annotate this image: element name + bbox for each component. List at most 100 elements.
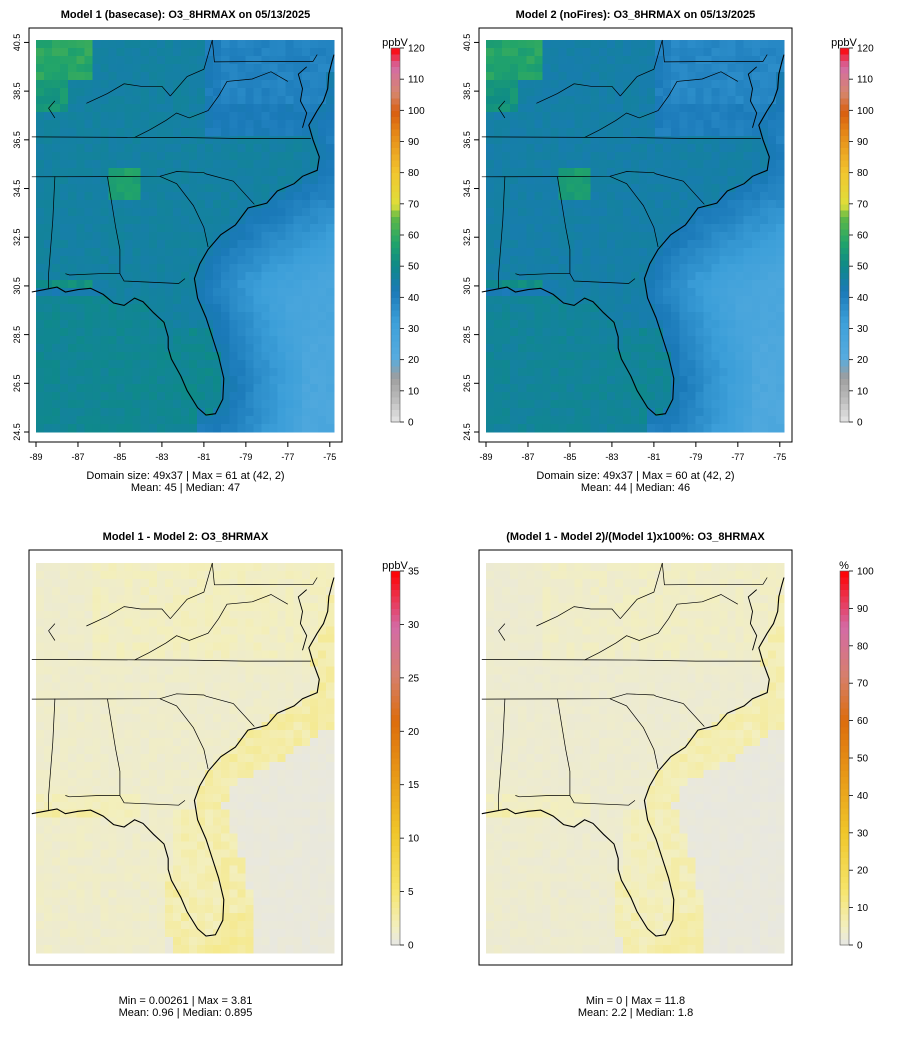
heatmap-cell — [647, 128, 656, 137]
heatmap-cell — [494, 288, 503, 297]
heatmap-cell — [277, 56, 287, 65]
heatmap-cell — [132, 56, 142, 65]
colorbar-swatch — [391, 353, 400, 361]
heatmap-cell — [277, 761, 287, 771]
heatmap-cell — [44, 48, 53, 57]
heatmap-cell — [277, 698, 287, 707]
heatmap-cell — [124, 706, 134, 715]
heatmap-cell — [671, 368, 680, 377]
heatmap-cell — [84, 256, 93, 265]
heatmap-cell — [574, 96, 584, 105]
heatmap-cell — [711, 208, 720, 217]
heatmap-cell — [703, 80, 712, 89]
heatmap-cell — [285, 785, 295, 795]
colorbar-tick-label: 40 — [857, 293, 869, 304]
heatmap-cell — [124, 312, 134, 321]
heatmap-cell — [52, 64, 61, 73]
heatmap-cell — [197, 698, 206, 707]
heatmap-cell — [124, 88, 134, 97]
heatmap-cell — [180, 40, 190, 49]
heatmap-cell — [245, 72, 254, 81]
heatmap-cell — [140, 112, 150, 121]
heatmap-cell — [44, 650, 53, 659]
heatmap-cell — [164, 296, 174, 305]
heatmap-cell — [574, 392, 584, 401]
heatmap-cell — [285, 216, 295, 225]
heatmap-cell — [197, 602, 206, 612]
heatmap-cell — [301, 610, 311, 620]
heatmap-cell — [44, 714, 53, 723]
heatmap-cell — [687, 72, 696, 81]
heatmap-cell — [293, 570, 303, 580]
heatmap-cell — [245, 136, 254, 145]
heatmap-cell — [132, 152, 142, 161]
heatmap-cell — [108, 690, 117, 699]
heatmap-cell — [630, 192, 640, 201]
heatmap-cell — [711, 144, 720, 153]
heatmap-cell — [325, 563, 335, 572]
heatmap-cell — [108, 160, 117, 169]
heatmap-cell — [566, 240, 575, 249]
heatmap-cell — [285, 136, 295, 145]
heatmap-cell — [534, 336, 543, 345]
heatmap-cell — [164, 200, 174, 209]
heatmap-cell — [510, 120, 519, 129]
heatmap-cell — [180, 761, 190, 771]
heatmap-cell — [687, 184, 696, 193]
heatmap-cell — [84, 88, 93, 97]
heatmap-cell — [622, 88, 632, 97]
heatmap-cell — [639, 80, 648, 89]
heatmap-cell — [285, 674, 295, 683]
heatmap-cell — [140, 96, 150, 105]
heatmap-cell — [100, 610, 109, 620]
heatmap-cell — [269, 400, 279, 409]
heatmap-cell — [630, 216, 640, 225]
heatmap-cell — [711, 400, 720, 409]
colorbar-tick-label: 120 — [408, 44, 425, 55]
heatmap-cell — [598, 64, 608, 73]
heatmap-cell — [301, 160, 311, 169]
heatmap-cell — [598, 328, 608, 337]
heatmap-cell — [68, 304, 77, 313]
heatmap-cell — [44, 192, 53, 201]
heatmap-cell — [759, 360, 769, 369]
stats-line-1: Domain size: 49x37 | Max = 60 at (42, 2) — [536, 470, 734, 482]
heatmap-cell — [245, 40, 254, 49]
heatmap-cell — [695, 304, 704, 313]
heatmap-cell — [172, 40, 182, 49]
state-boundary — [134, 71, 288, 138]
heatmap-cell — [719, 48, 729, 57]
heatmap-cell — [164, 570, 174, 580]
heatmap-cell — [759, 48, 769, 57]
heatmap-cell — [325, 40, 335, 49]
heatmap-cell — [743, 88, 753, 97]
heatmap-cell — [172, 714, 182, 723]
heatmap-cell — [775, 128, 785, 137]
heatmap-cell — [237, 320, 246, 329]
heatmap-cell — [317, 168, 327, 177]
heatmap-cell — [582, 256, 592, 265]
heatmap-cell — [566, 312, 575, 321]
heatmap-cell — [156, 352, 166, 361]
heatmap-cell — [542, 264, 551, 273]
heatmap-cell — [711, 168, 720, 177]
heatmap-cell — [671, 144, 680, 153]
heatmap-cell — [221, 88, 230, 97]
heatmap-cell — [574, 152, 584, 161]
heatmap-cell — [590, 136, 600, 145]
heatmap-cell — [100, 168, 109, 177]
heatmap-cell — [261, 248, 270, 257]
heatmap-cell — [558, 168, 567, 177]
heatmap-cell — [140, 360, 150, 369]
heatmap-cell — [237, 392, 246, 401]
heatmap-cell — [36, 392, 45, 401]
heatmap-cell — [325, 176, 335, 185]
heatmap-cell — [647, 104, 656, 113]
heatmap-cell — [92, 563, 101, 572]
heatmap-cell — [213, 136, 222, 145]
heatmap-cell — [132, 184, 142, 193]
heatmap-cell — [156, 256, 166, 265]
heatmap-cell — [630, 72, 640, 81]
heatmap-cell — [189, 336, 198, 345]
heatmap-cell — [172, 658, 182, 667]
